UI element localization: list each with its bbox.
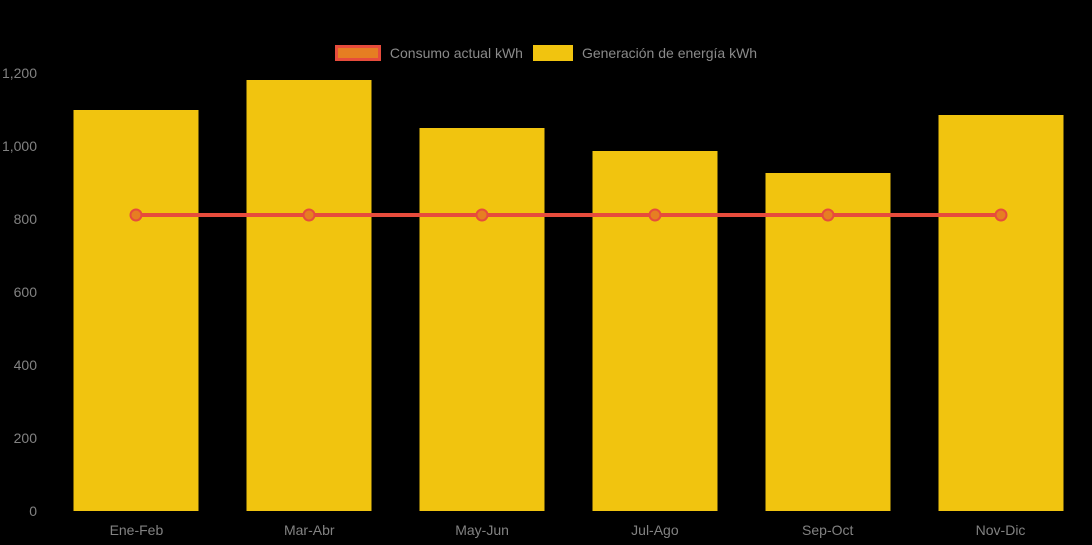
y-tick-label: 1,000: [1, 138, 37, 154]
x-axis-label: Ene-Feb: [109, 522, 164, 538]
x-axis-label: May-Jun: [455, 522, 509, 538]
category-column: Mar-Abr: [223, 73, 396, 538]
category-column: Sep-Oct: [741, 73, 914, 538]
x-axis-label: Nov-Dic: [975, 522, 1026, 538]
bar-columns: Ene-Feb Mar-Abr May-Jun Jul-Ago Sep-Oct Nov-D…: [50, 73, 1087, 538]
plot-area: Ene-Feb Mar-Abr May-Jun Jul-Ago Sep-Oct Nov-D…: [50, 73, 1087, 538]
generation-bar[interactable]: [592, 151, 718, 511]
y-tick-label: 800: [13, 211, 37, 228]
generation-bar[interactable]: [73, 109, 199, 511]
generation-bar[interactable]: [246, 80, 372, 511]
generation-bar[interactable]: [419, 127, 545, 511]
category-column: Ene-Feb: [50, 73, 223, 538]
legend-item-generacion-energia[interactable]: Generación de energía kWh: [532, 45, 758, 61]
y-tick-label: 200: [13, 430, 37, 447]
y-tick-label: 600: [13, 284, 37, 300]
legend-label-consumo-actual: Consumo actual kWh: [389, 45, 523, 61]
y-tick-label: 1,200: [1, 65, 37, 81]
bar-series-swatch-icon: [532, 45, 573, 61]
y-axis: 0 200 400 600 800 1,000 1,200: [0, 66, 37, 518]
x-axis-label: Jul-Ago: [631, 522, 679, 538]
category-column: May-Jun: [396, 73, 569, 538]
category-column: Jul-Ago: [568, 73, 741, 538]
y-tick-label: 400: [13, 357, 37, 374]
legend-label-generacion-energia: Generación de energía kWh: [581, 45, 758, 61]
legend-item-consumo-actual[interactable]: Consumo actual kWh: [334, 45, 523, 61]
category-column: Nov-Dic: [914, 73, 1087, 538]
x-axis-label: Mar-Abr: [283, 522, 335, 538]
y-tick-label: 0: [29, 503, 37, 519]
line-series-swatch-icon: [334, 45, 381, 61]
legend: Consumo actual kWh Generación de energía…: [0, 45, 1092, 61]
x-axis-label: Sep-Oct: [802, 522, 854, 538]
generation-bar[interactable]: [938, 114, 1064, 511]
generation-bar[interactable]: [765, 173, 891, 511]
